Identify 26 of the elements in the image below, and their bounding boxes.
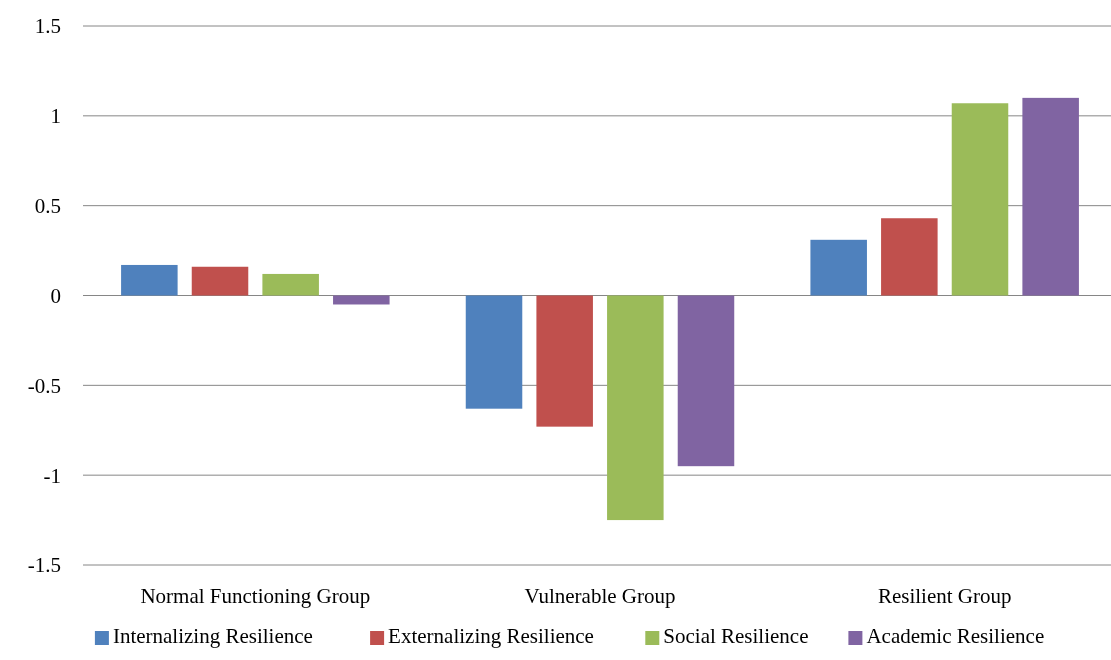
legend-label: Externalizing Resilience: [388, 624, 594, 648]
y-tick-label: -1.5: [27, 553, 61, 578]
bar: [810, 239, 867, 296]
legend-label: Academic Resilience: [866, 624, 1045, 648]
bar: [536, 295, 593, 427]
bar: [333, 295, 390, 305]
y-tick-label: 1: [50, 104, 61, 129]
bar: [465, 295, 523, 409]
legend-label: Social Resilience: [663, 624, 809, 648]
y-tick-label: -0.5: [27, 373, 61, 398]
bar: [881, 218, 938, 296]
x-tick-label: Vulnerable Group: [524, 584, 676, 608]
y-tick-label: 1.5: [34, 14, 61, 39]
bar: [607, 295, 664, 521]
legend-label: Internalizing Resilience: [112, 624, 313, 648]
bar: [951, 103, 1009, 296]
bar: [1022, 97, 1079, 296]
bar: [191, 266, 249, 296]
x-tick-label: Normal Functioning Group: [140, 584, 371, 608]
y-tick-label: 0: [50, 283, 61, 308]
y-tick-label: 0.5: [34, 194, 61, 219]
y-tick-label: -1: [43, 463, 61, 488]
x-tick-label: Resilient Group: [877, 584, 1012, 608]
bar: [262, 273, 319, 296]
bar: [677, 295, 735, 467]
bar: [121, 264, 178, 296]
